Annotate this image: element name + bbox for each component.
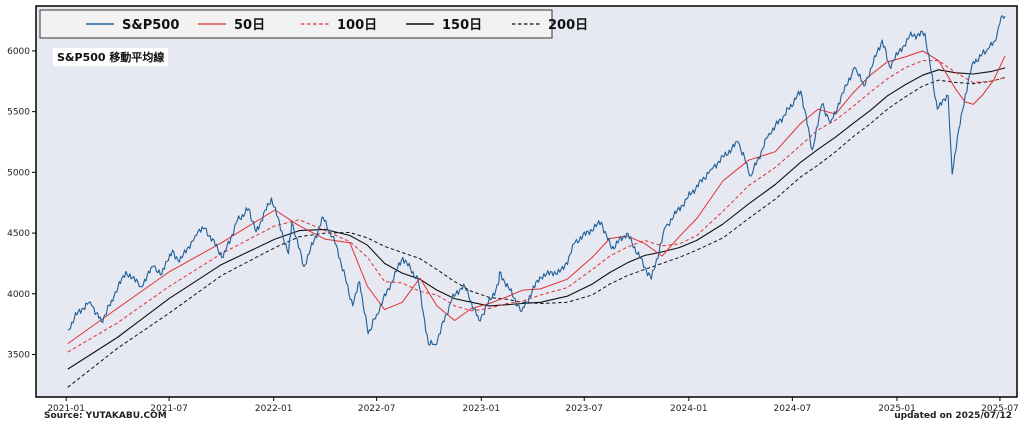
legend-label-ma200: 200日 [548, 18, 588, 33]
x-tick-label: 2022-01 [255, 404, 293, 414]
plot-area [35, 5, 1018, 398]
legend-label-ma150: 150日 [442, 18, 482, 33]
legend-label-ma50: 50日 [234, 18, 265, 33]
source-label: Source: YUTAKABU.COM [44, 411, 167, 421]
x-tick-label: 2023-07 [565, 404, 603, 414]
x-tick-label: 2021-01 [47, 404, 85, 414]
x-tick-label: 2025-01 [878, 404, 916, 414]
series-line-ma100 [67, 60, 1006, 353]
y-tick-label: 5500 [7, 108, 30, 118]
legend-label-ma100: 100日 [337, 18, 377, 33]
chart-title-box [53, 48, 168, 66]
legend: S&P500 50日 100日 150日 200日 [39, 9, 588, 39]
y-tick-label: 4500 [7, 229, 30, 239]
series-line-ma50 [67, 50, 1006, 345]
x-tick-label: 2021-07 [150, 404, 188, 414]
x-tick-label: 2025-07 [981, 404, 1019, 414]
y-tick-label: 3500 [7, 351, 30, 361]
legend-label-sp: S&P500 [122, 18, 179, 33]
x-tick-label: 2023-01 [462, 404, 500, 414]
y-tick-label: 6000 [7, 47, 30, 57]
series-line-ma200 [67, 77, 1006, 388]
series-line-sp [67, 15, 1006, 346]
y-tick-label: 5000 [7, 168, 30, 178]
legend-box [39, 9, 553, 39]
series-line-ma150 [67, 67, 1006, 370]
x-tick-label: 2024-07 [774, 404, 812, 414]
y-tick-label: 4000 [7, 290, 30, 300]
y-axis: 3500 4000 4500 5000 5500 6000 [7, 47, 36, 361]
chart-title: S&P500 移動平均線 [57, 50, 164, 64]
series-layer [67, 15, 1006, 388]
updated-label: updated on 2025/07/12 [894, 411, 1012, 421]
x-tick-label: 2022-07 [358, 404, 396, 414]
x-axis: 2021-01 2021-07 2022-01 2022-07 2023-01 2023-… [47, 397, 1019, 414]
x-tick-label: 2024-01 [670, 404, 708, 414]
